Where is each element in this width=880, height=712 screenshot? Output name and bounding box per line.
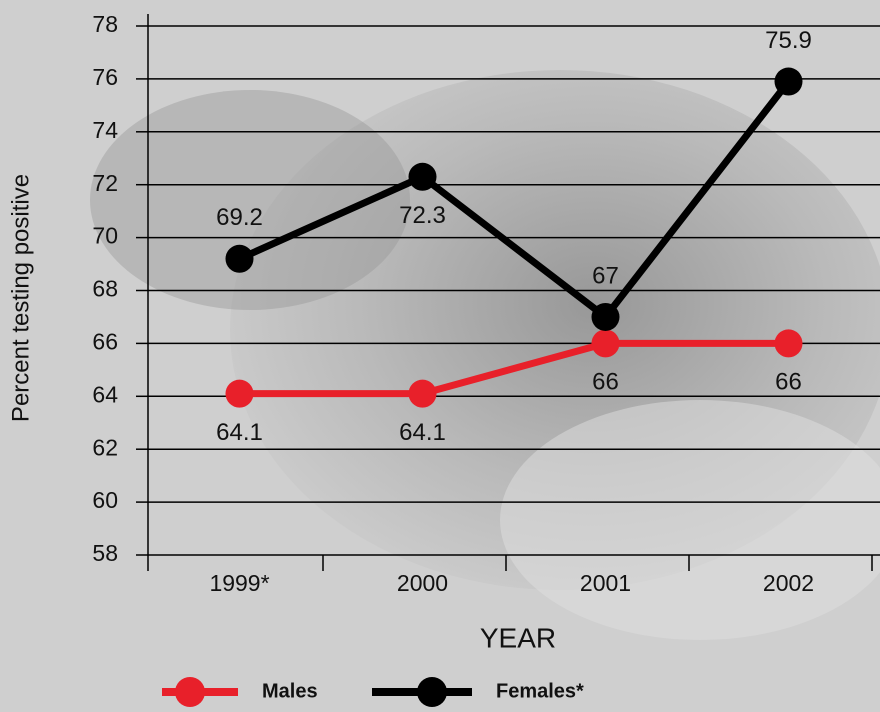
y-tick-label: 58 [92,540,118,566]
y-tick-label: 72 [92,170,118,196]
point-marker [225,379,254,408]
x-tick-label: 2000 [397,570,448,596]
point-marker [591,329,620,358]
x-tick-label: 2002 [763,570,814,596]
data-label: 67 [592,262,619,289]
data-label: 69.2 [216,204,263,231]
y-tick-label: 66 [92,328,118,354]
background-shape [500,400,880,640]
point-marker [774,329,803,358]
legend-label: Males [262,680,318,702]
data-label: 66 [775,369,802,396]
x-axis-label: YEAR [480,622,556,653]
data-label: 66 [592,369,619,396]
data-label: 72.3 [399,202,446,229]
legend-marker [417,677,447,707]
x-tick-label: 2001 [580,570,631,596]
legend-marker [175,677,205,707]
point-marker [591,302,620,331]
y-tick-label: 62 [92,434,118,460]
y-tick-label: 60 [92,487,118,513]
y-tick-label: 74 [92,117,118,143]
y-axis-label: Percent testing positive [7,174,34,422]
point-marker [225,244,254,273]
data-label: 64.1 [399,419,446,446]
x-tick-label: 1999* [209,570,269,596]
background-shape [90,90,410,310]
point-marker [774,67,803,96]
legend-label: Females* [496,680,584,702]
data-label: 75.9 [765,27,812,54]
y-tick-label: 64 [92,381,118,407]
y-tick-label: 76 [92,64,118,90]
y-tick-label: 70 [92,223,118,249]
series-line [238,79,792,322]
point-marker [408,379,437,408]
point-marker [408,162,437,191]
y-tick-label: 68 [92,276,118,302]
series-line [239,339,789,398]
data-label: 64.1 [216,419,263,446]
y-tick-label: 78 [92,11,118,37]
